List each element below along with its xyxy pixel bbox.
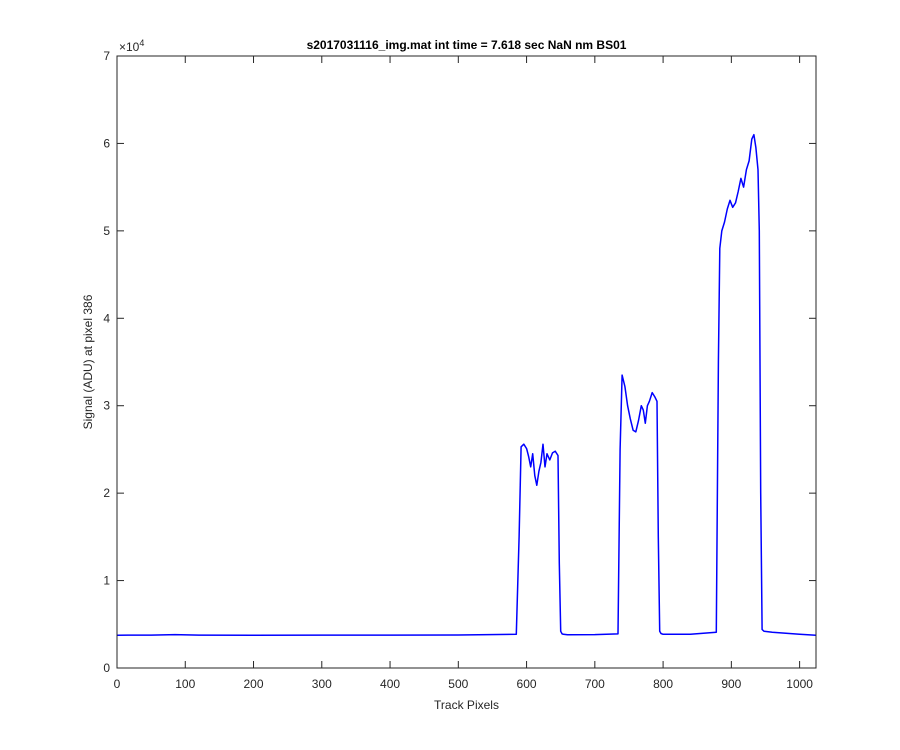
x-tick-label: 500 <box>448 677 468 691</box>
y-tick-label: 6 <box>103 136 110 150</box>
y-tick-label: 2 <box>103 486 110 500</box>
y-tick-label: 5 <box>103 224 110 238</box>
x-tick-label: 300 <box>312 677 332 691</box>
x-tick-label: 900 <box>721 677 741 691</box>
tick-labels-group: 0 100 200 300 400 500 600 700 800 900 1000 0 1 2 3 4 5 6 7 <box>103 49 813 691</box>
y-tick-label: 7 <box>103 49 110 63</box>
x-tick-label: 800 <box>653 677 673 691</box>
axes-box <box>116 55 817 669</box>
y-tick-label: 0 <box>103 661 110 675</box>
x-tick-label: 700 <box>585 677 605 691</box>
signal-line <box>116 133 817 637</box>
x-tick-label: 1000 <box>786 677 813 691</box>
chart-title: s2017031116_img.mat int time = 7.618 sec… <box>307 38 627 52</box>
x-tick-label: 0 <box>114 677 121 691</box>
x-tick-label: 200 <box>244 677 264 691</box>
x-tick-label: 400 <box>380 677 400 691</box>
plot-background <box>117 56 816 668</box>
y-exponent-base: ×10 <box>119 40 140 54</box>
y-exponent-label: ×104 <box>119 38 144 54</box>
y-exponent-power: 4 <box>139 38 144 48</box>
y-tick-label: 3 <box>103 399 110 413</box>
y-axis-label: Signal (ADU) at pixel 386 <box>81 294 95 429</box>
y-tick-label: 4 <box>103 311 110 325</box>
x-axis-label: Track Pixels <box>434 698 499 712</box>
x-tick-label: 600 <box>517 677 537 691</box>
y-tick-label: 1 <box>103 574 110 588</box>
x-tick-label: 100 <box>175 677 195 691</box>
